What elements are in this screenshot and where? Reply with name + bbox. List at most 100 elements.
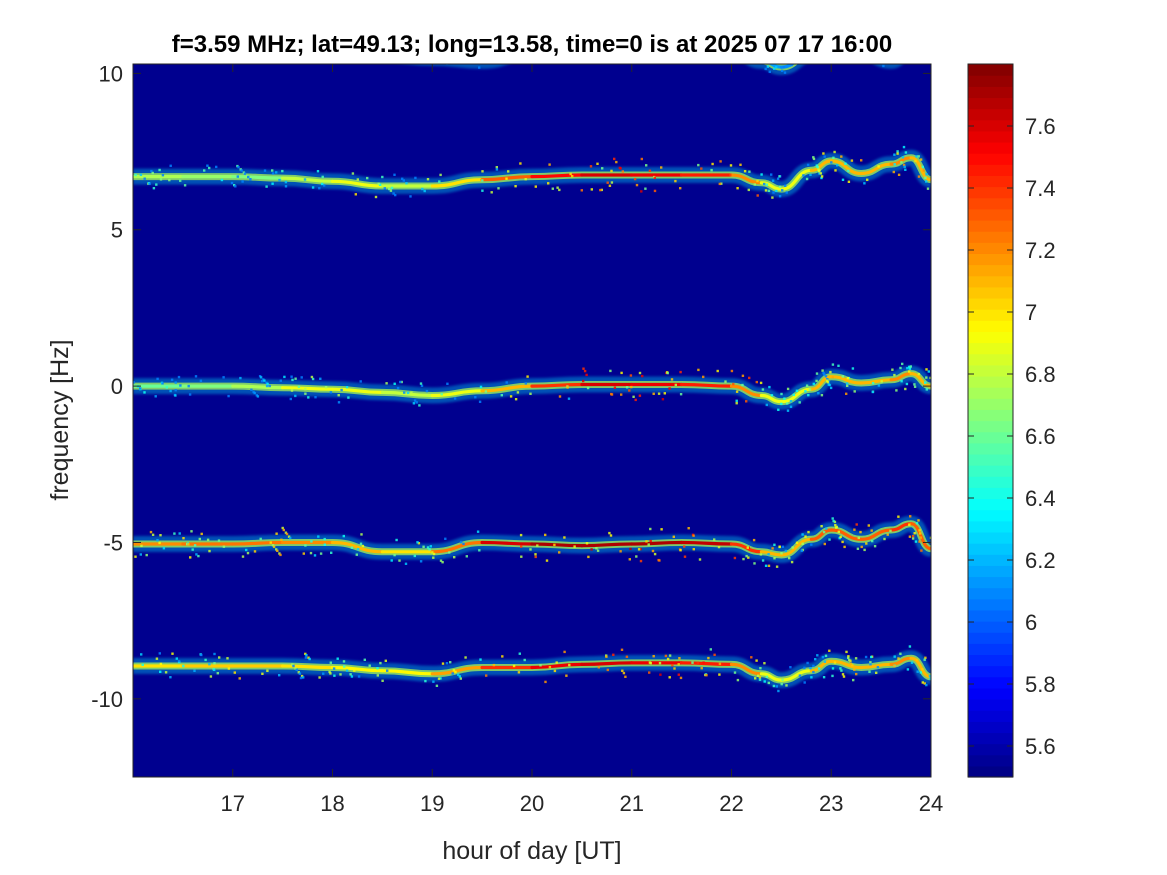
trace-segment-2-3	[231, 384, 285, 390]
trace-speckle	[820, 394, 824, 397]
trace-speckle	[179, 384, 182, 387]
trace-speckle	[926, 51, 928, 53]
trace-speckle	[798, 401, 801, 404]
trace-speckle	[917, 372, 921, 376]
trace-speckle	[679, 549, 682, 552]
trace-speckle	[784, 184, 787, 187]
trace-speckle	[620, 393, 623, 396]
colorbar-tick-label: 7.6	[1025, 114, 1056, 139]
y-tick-label: -10	[91, 687, 123, 712]
trace-speckle	[911, 534, 915, 538]
trace-4	[133, 645, 931, 693]
trace-speckle	[241, 555, 245, 558]
trace-speckle	[924, 656, 927, 659]
trace-speckle	[381, 175, 384, 179]
colorbar-step	[968, 431, 1013, 444]
trace-speckle	[520, 545, 523, 548]
trace-speckle	[590, 548, 593, 551]
trace-speckle	[875, 671, 878, 674]
trace-speckle	[481, 189, 484, 192]
trace-speckle	[608, 531, 611, 535]
trace-speckle	[724, 380, 727, 383]
trace-speckle	[613, 157, 616, 161]
trace-speckle	[441, 59, 443, 61]
trace-speckle	[308, 657, 311, 661]
trace-speckle	[871, 390, 874, 394]
trace-speckle	[925, 376, 928, 379]
trace-speckle	[558, 395, 562, 398]
trace-speckle	[275, 532, 278, 535]
trace-speckle	[921, 668, 924, 671]
colorbar-step	[968, 654, 1013, 667]
trace-speckle	[174, 381, 177, 384]
trace-speckle	[159, 178, 163, 181]
trace-speckle	[822, 676, 826, 679]
trace-speckle	[781, 678, 784, 682]
trace-speckle	[467, 60, 469, 62]
trace-speckle	[633, 177, 637, 181]
trace-segment-1-19	[889, 156, 913, 166]
trace-speckle	[139, 553, 142, 556]
colorbar-step	[968, 576, 1013, 589]
trace-speckle	[808, 388, 812, 391]
trace-speckle	[459, 677, 462, 680]
colorbar-frame	[967, 63, 1014, 778]
trace-speckle	[568, 663, 571, 667]
trace-speckle	[860, 545, 863, 549]
trace-speckle	[810, 59, 812, 61]
trace-speckle	[814, 658, 817, 661]
trace-speckle	[227, 667, 231, 670]
trace-segment-4-12	[680, 661, 734, 666]
trace-segment-3-12	[680, 540, 734, 546]
colorbar-step	[968, 453, 1013, 466]
trace-speckle	[321, 175, 324, 179]
trace-speckle	[246, 551, 250, 555]
trace-speckle	[597, 666, 600, 669]
colorbar-step	[968, 342, 1013, 355]
trace-speckle	[645, 164, 648, 167]
trace-segment-1-13	[729, 173, 763, 185]
trace-speckle	[851, 664, 854, 667]
trace-speckle	[539, 664, 542, 667]
trace-segment-2-9	[530, 382, 584, 388]
trace-speckle	[639, 559, 643, 563]
trace-speckle	[558, 551, 561, 554]
trace-speckle	[247, 175, 250, 179]
trace-speckle	[392, 192, 395, 195]
trace-segment-4-18	[859, 662, 893, 670]
colorbar-tick-label: 5.8	[1025, 672, 1056, 697]
trace-speckle	[653, 189, 657, 193]
trace-speckle	[652, 655, 655, 658]
trace-speckle	[851, 367, 855, 370]
trace-speckle	[819, 172, 822, 175]
trace-speckle	[526, 375, 529, 378]
trace-speckle	[856, 547, 860, 550]
trace-speckle	[266, 382, 269, 386]
trace-speckle	[670, 378, 674, 381]
trace-speckle	[182, 664, 185, 668]
colorbar-ticks: 5.6 5.8 6 6.2 6.4 6.6 6.8 7 7.2 7.4 7.6	[968, 114, 1056, 759]
trace-speckle	[386, 669, 389, 672]
colorbar-step	[968, 721, 1013, 734]
trace-speckle	[772, 684, 776, 688]
trace-speckle	[764, 67, 767, 71]
trace-speckle	[610, 392, 613, 396]
trace-speckle	[778, 195, 782, 198]
trace-speckle	[748, 376, 751, 380]
colorbar-step	[968, 687, 1013, 700]
trace-speckle	[276, 549, 279, 552]
trace-speckle	[827, 383, 830, 386]
trace-speckle	[770, 394, 774, 397]
trace-speckle	[828, 649, 831, 652]
trace-speckle	[309, 551, 313, 555]
trace-speckle	[926, 51, 928, 53]
trace-speckle	[156, 377, 159, 381]
trace-speckle	[816, 654, 819, 657]
trace-speckle	[906, 668, 910, 671]
trace-speckle	[840, 669, 843, 672]
trace-speckle	[213, 652, 216, 656]
trace-speckle	[454, 670, 457, 674]
trace-speckle	[278, 552, 281, 555]
trace-speckle	[766, 65, 770, 68]
trace-speckle	[263, 379, 266, 382]
